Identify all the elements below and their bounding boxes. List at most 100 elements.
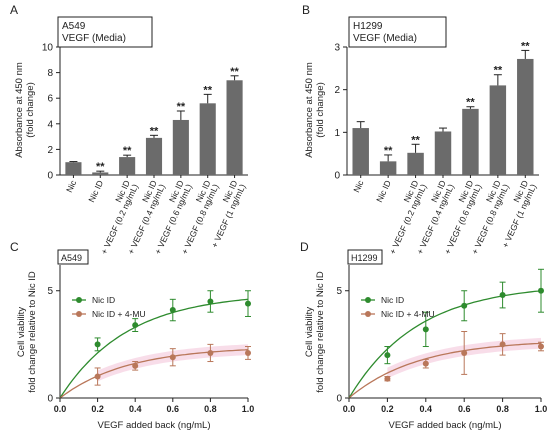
bar xyxy=(92,172,109,175)
y-tick-label: 5 xyxy=(336,286,342,297)
legend-marker xyxy=(76,297,82,303)
bar xyxy=(434,131,452,175)
y-axis-label-line: Absorbance at 450 nm xyxy=(14,62,25,158)
data-point xyxy=(461,302,468,309)
data-point xyxy=(169,354,176,361)
y-axis-label: Absorbance at 450 nm(fold change) xyxy=(14,62,36,158)
bar xyxy=(119,157,136,175)
data-point xyxy=(245,300,251,307)
y-axis-label-line: Cell viability xyxy=(16,307,27,357)
y-tick-label: 1 xyxy=(334,128,340,139)
significance-mark: ** xyxy=(521,40,530,52)
x-axis-label: VEGF added back (ng/mL) xyxy=(389,420,502,431)
x-tick-label-line: Nic ID xyxy=(374,179,393,204)
x-tick-label: 0.2 xyxy=(381,404,394,414)
y-tick-label: 10 xyxy=(42,43,54,54)
y-axis-label-line: (fold change) xyxy=(25,82,36,137)
significance-mark: ** xyxy=(411,134,420,146)
bar xyxy=(407,152,424,175)
y-tick-label: 0 xyxy=(336,394,342,405)
chart-title: VEGF (Media) xyxy=(353,33,417,44)
panel-letter: B xyxy=(302,3,310,17)
chart-title: H1299 xyxy=(353,21,383,32)
fit-curve xyxy=(59,298,249,399)
x-tick-label: 0.8 xyxy=(496,404,509,414)
significance-mark: ** xyxy=(203,84,212,96)
legend-marker xyxy=(365,311,371,317)
data-point xyxy=(499,292,506,299)
x-tick-label: 1.0 xyxy=(535,404,548,414)
significance-mark: ** xyxy=(177,101,186,113)
legend-label: Nic ID + 4-MU xyxy=(381,309,435,319)
x-tick-label: Nic ID xyxy=(86,179,105,204)
fit-curve xyxy=(59,349,249,399)
data-point xyxy=(538,287,544,294)
y-tick-label: 2 xyxy=(47,145,53,156)
bar xyxy=(462,108,479,175)
data-point xyxy=(499,341,506,348)
significance-mark: ** xyxy=(384,145,393,157)
y-axis-label: Cell viabilityfold change relative to Ni… xyxy=(16,271,38,393)
data-point xyxy=(538,343,544,350)
fit-curve xyxy=(348,342,542,399)
data-point xyxy=(245,349,251,356)
data-point xyxy=(422,360,429,367)
significance-mark: ** xyxy=(466,97,475,109)
panel-letter: C xyxy=(10,240,19,254)
y-tick-label: 0 xyxy=(47,171,53,182)
y-tick-label: 8 xyxy=(47,68,53,79)
x-axis-label: VEGF added back (ng/mL) xyxy=(98,420,211,431)
y-axis-label-line: fold change relative to Nic ID xyxy=(315,271,326,393)
y-axis-label: Cell viabilityfold change relative to Ni… xyxy=(304,271,326,393)
x-tick-label: Nic ID xyxy=(374,179,393,204)
data-point xyxy=(384,375,391,382)
y-tick-label: 6 xyxy=(47,94,53,105)
x-tick-label: Nic xyxy=(64,178,79,194)
bar xyxy=(352,128,369,175)
y-tick-label: 0 xyxy=(47,394,53,405)
legend-label: Nic ID + 4-MU xyxy=(92,309,146,319)
bar xyxy=(517,58,534,175)
x-tick-label: Nic xyxy=(351,178,366,194)
x-tick-label: 0.4 xyxy=(420,404,433,414)
bar xyxy=(145,137,163,175)
y-tick-label: 2 xyxy=(334,85,340,96)
bar xyxy=(379,161,397,175)
chart-title-box xyxy=(57,249,89,265)
legend-label: Nic ID xyxy=(92,295,115,305)
panel-c: C A549 0 5 Cell viabilityfold change relativ… xyxy=(10,240,254,431)
legend-marker xyxy=(365,297,371,303)
chart-title: H1299 xyxy=(351,253,378,263)
bar xyxy=(489,85,507,175)
data-point xyxy=(132,362,139,369)
significance-mark: ** xyxy=(494,65,503,77)
panel-letter: A xyxy=(10,3,18,17)
chart-title-box xyxy=(348,16,447,48)
x-tick-label: 0.8 xyxy=(204,404,217,414)
y-axis-label-line: fold change relative to Nic ID xyxy=(27,271,38,393)
y-tick-label: 3 xyxy=(334,43,340,54)
x-tick-label: 0.0 xyxy=(343,404,356,414)
data-point xyxy=(422,326,429,333)
x-tick-label: 0.6 xyxy=(458,404,471,414)
panel-d: D H1299 0 5 Cell viabilityfold change relati… xyxy=(300,240,547,431)
fit-curve xyxy=(348,290,542,399)
x-tick-label-line: Nic xyxy=(64,178,79,194)
chart-title: VEGF (Media) xyxy=(62,33,126,44)
significance-mark: ** xyxy=(123,145,132,157)
legend-label: Nic ID xyxy=(381,295,404,305)
significance-mark: ** xyxy=(96,161,105,173)
bar xyxy=(199,103,216,175)
chart-title-box xyxy=(57,16,153,48)
legend-marker xyxy=(76,311,82,317)
bar xyxy=(65,162,82,175)
bar xyxy=(226,80,243,175)
y-axis-label-line: Absorbance at 450 nm xyxy=(304,62,315,158)
chart-title: A549 xyxy=(61,253,82,263)
significance-mark: ** xyxy=(150,125,159,137)
x-tick-label: 0.6 xyxy=(167,404,180,414)
data-point xyxy=(169,307,176,314)
y-tick-label: 0 xyxy=(334,171,340,182)
